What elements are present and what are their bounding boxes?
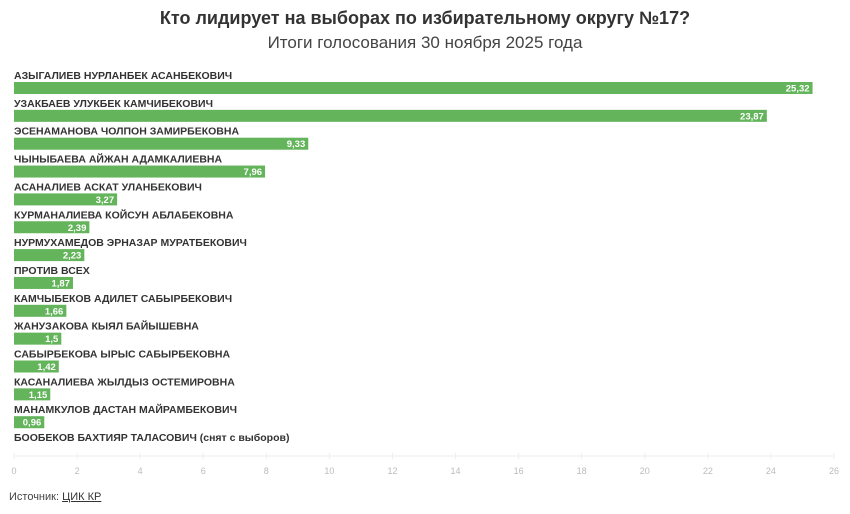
- bar: [14, 137, 309, 150]
- bar: [14, 109, 767, 122]
- category-label: ПРОТИВ ВСЕХ: [14, 265, 90, 277]
- x-tick-label: 12: [387, 466, 397, 476]
- bar: [14, 388, 51, 401]
- data-label: 1,42: [37, 362, 56, 373]
- bar: [14, 276, 73, 289]
- x-tick-label: 14: [451, 466, 461, 476]
- x-tick-label: 22: [703, 466, 713, 476]
- category-label: УЗАКБАЕВ УЛУКБЕК КАМЧИБЕКОВИЧ: [14, 98, 213, 110]
- bar: [14, 82, 813, 94]
- x-tick-label: 8: [264, 466, 269, 476]
- bar: [14, 193, 118, 206]
- x-tick-label: 24: [766, 466, 776, 476]
- category-label: КУРМАНАЛИЕВА КОЙСУН АБЛАБЕКОВНА: [14, 208, 234, 221]
- x-tick-label: 26: [829, 466, 839, 476]
- category-label: АСАНАЛИЕВ АСКАТ УЛАНБЕКОВИЧ: [14, 181, 202, 193]
- source-link[interactable]: ЦИК КР: [62, 491, 102, 503]
- x-tick-label: 18: [577, 466, 587, 476]
- category-label: АЗЫГАЛИЕВ НУРЛАНБЕК АСАНБЕКОВИЧ: [14, 70, 232, 82]
- category-label: КАСАНАЛИЕВА ЖЫЛДЫЗ ОСТЕМИРОВНА: [14, 376, 235, 388]
- x-tick-label: 6: [201, 466, 206, 476]
- category-label: КАМЧЫБЕКОВ АДИЛЕТ САБЫРБЕКОВИЧ: [14, 293, 232, 305]
- bar: [14, 332, 62, 345]
- data-label: 25,32: [786, 84, 810, 95]
- data-label: 2,39: [68, 223, 87, 234]
- category-label: ЧЫНЫБАЕВА АЙЖАН АДАМКАЛИЕВНА: [14, 153, 222, 166]
- category-label: ЭСЕНАМАНОВА ЧОЛПОН ЗАМИРБЕКОВНА: [14, 126, 239, 138]
- x-tick-label: 20: [640, 466, 650, 476]
- category-label: БООБЕКОВ БАХТИЯР ТАЛАСОВИЧ (снят с выбор…: [14, 432, 289, 444]
- category-label: МАНАМКУЛОВ ДАСТАН МАЙРАМБЕКОВИЧ: [14, 403, 237, 416]
- source-label: Источник:: [9, 491, 60, 503]
- chart-subtitle: Итоги голосования 30 ноября 2025 года: [267, 33, 583, 52]
- bar: [14, 416, 45, 429]
- data-label: 9,33: [287, 139, 306, 150]
- category-label: НУРМУХАМЕДОВ ЭРНАЗАР МУРАТБЕКОВИЧ: [14, 237, 247, 249]
- data-label: 1,5: [45, 334, 59, 345]
- category-label: САБЫРБЕКОВА ЫРЫС САБЫРБЕКОВНА: [14, 349, 231, 361]
- chart-title: Кто лидирует на выборах по избирательном…: [159, 8, 691, 28]
- bar: [14, 360, 59, 373]
- data-label: 0,96: [23, 418, 42, 429]
- data-label: 7,96: [244, 167, 263, 178]
- x-tick-label: 4: [138, 466, 143, 476]
- x-tick-label: 16: [514, 466, 524, 476]
- bar: [14, 304, 67, 317]
- data-label: 23,87: [740, 111, 764, 122]
- bar: [14, 221, 90, 234]
- source-note: Источник: ЦИК КР: [9, 491, 101, 503]
- bar: [14, 165, 266, 178]
- data-label: 1,66: [45, 306, 64, 317]
- category-label: ЖАНУЗАКОВА КЫЯЛ БАЙЫШЕВНА: [13, 320, 199, 333]
- data-label: 2,23: [63, 251, 82, 262]
- data-label: 1,15: [29, 390, 48, 401]
- data-label: 3,27: [96, 195, 115, 206]
- x-tick-label: 2: [75, 466, 80, 476]
- data-label: 1,87: [51, 278, 70, 289]
- bar: [14, 249, 85, 262]
- x-tick-label: 10: [324, 466, 334, 476]
- x-tick-label: 0: [11, 466, 16, 476]
